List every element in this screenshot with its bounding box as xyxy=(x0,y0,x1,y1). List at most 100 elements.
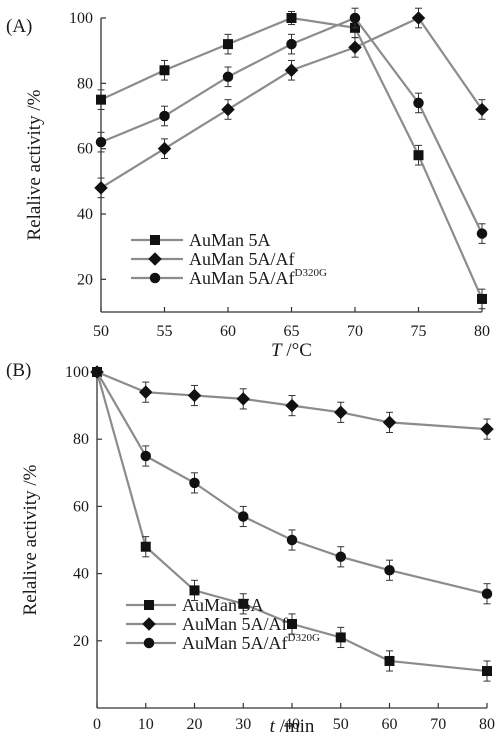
legend-entry-superscript: D320G xyxy=(288,632,320,644)
y-tick-label: 20 xyxy=(73,633,89,650)
y-tick-label: 20 xyxy=(77,271,93,288)
series-line xyxy=(95,371,488,673)
series-circle xyxy=(91,366,493,605)
x-axis-label: T /°C xyxy=(271,340,312,361)
data-point-square xyxy=(477,293,487,304)
series-square xyxy=(96,10,487,310)
data-point-diamond xyxy=(221,102,235,117)
x-axis-variable: T xyxy=(271,340,283,361)
data-point-diamond xyxy=(236,392,250,406)
data-point-circle xyxy=(286,534,298,546)
legend-marker-diamond xyxy=(148,252,162,266)
x-tick-label: 20 xyxy=(187,716,203,733)
data-point-circle xyxy=(335,551,346,563)
legend-entry-superscript: D320G xyxy=(295,267,327,279)
data-point-diamond xyxy=(285,398,299,413)
x-tick-label: 70 xyxy=(430,716,446,733)
legend-entry: AuMan 5A/Af xyxy=(182,614,288,634)
series-square xyxy=(92,367,492,682)
legend-entry-name: AuMan 5A/Af xyxy=(189,249,295,269)
x-tick-label: 80 xyxy=(474,323,490,340)
data-point-circle xyxy=(189,477,200,489)
x-axis-variable: t xyxy=(270,716,276,736)
data-point-square xyxy=(482,666,492,677)
data-point-square xyxy=(189,585,200,596)
data-point-circle xyxy=(349,12,361,24)
y-tick-label: 80 xyxy=(77,75,93,92)
panel-label: (A) xyxy=(6,16,32,37)
legend-entry: AuMan 5A/Af xyxy=(189,249,295,269)
x-tick-label: 80 xyxy=(479,716,495,733)
y-axis-label: Relalive activity /% xyxy=(20,464,41,615)
data-point-diamond xyxy=(284,63,299,78)
x-tick-label: 10 xyxy=(138,716,154,733)
legend-entry-name: AuMan 5A/Af xyxy=(189,268,295,288)
data-point-diamond xyxy=(334,405,348,420)
x-tick-label: 65 xyxy=(284,323,300,340)
data-point-diamond xyxy=(475,102,489,117)
legend-marker-circle xyxy=(143,637,155,649)
x-tick-label: 60 xyxy=(382,716,398,733)
data-point-diamond xyxy=(157,141,172,156)
legend-marker-diamond xyxy=(142,617,156,631)
series-line xyxy=(96,370,488,431)
legend-entry: AuMan 5A xyxy=(182,595,264,615)
data-point-square xyxy=(159,65,170,76)
x-tick-label: 40 xyxy=(284,716,300,733)
x-tick-label: 55 xyxy=(157,323,173,340)
x-axis-unit: /°C xyxy=(282,340,312,361)
y-tick-label: 40 xyxy=(73,566,89,583)
data-point-diamond xyxy=(187,388,202,403)
x-tick-label: 75 xyxy=(411,323,427,340)
data-point-circle xyxy=(481,588,493,600)
data-point-square xyxy=(287,619,297,629)
data-point-square xyxy=(335,632,346,643)
y-tick-label: 40 xyxy=(77,206,93,223)
y-tick-label: 100 xyxy=(65,364,89,381)
data-point-circle xyxy=(413,97,424,109)
data-point-circle xyxy=(476,228,488,239)
data-point-circle xyxy=(159,110,170,122)
x-tick-label: 60 xyxy=(220,323,236,340)
x-tick-label: 50 xyxy=(333,716,349,733)
x-tick-label: 50 xyxy=(93,323,109,340)
series-circle xyxy=(95,7,488,244)
data-point-circle xyxy=(286,38,297,50)
data-point-square xyxy=(140,541,151,552)
x-axis-label: t /min xyxy=(270,716,315,736)
series-diamond xyxy=(94,7,489,199)
data-point-diamond xyxy=(348,40,362,55)
panel-a-temperature-chart: 50 55 60 65 70 75 80 20 40 60 80 100 (A) T /°C Relaliv… xyxy=(6,7,490,361)
data-point-diamond xyxy=(94,181,108,195)
data-point-circle xyxy=(222,71,234,83)
panel-b-time-chart: 0 10 20 30 40 50 60 70 80 20 40 60 80 100 (B) t /min Rel… xyxy=(6,360,495,736)
data-point-circle xyxy=(140,450,151,462)
legend-entry-name: AuMan 5A xyxy=(182,595,264,615)
legend-entry-name: AuMan 5A/Af xyxy=(182,614,288,634)
legend-marker-square xyxy=(144,600,154,610)
series-line xyxy=(96,371,488,595)
panel-label: (B) xyxy=(6,360,31,381)
data-point-square xyxy=(384,655,395,666)
y-tick-label: 80 xyxy=(73,431,89,448)
data-point-diamond xyxy=(411,11,426,25)
data-point-square xyxy=(96,94,106,105)
legend-entry: AuMan 5A xyxy=(189,230,271,250)
legend-entry-name: AuMan 5A xyxy=(189,230,271,250)
data-point-circle xyxy=(238,511,249,522)
x-axis-unit: /min xyxy=(275,716,315,736)
data-point-circle xyxy=(91,366,103,378)
data-point-circle xyxy=(384,564,395,576)
y-tick-label: 100 xyxy=(69,10,93,27)
x-tick-label: 0 xyxy=(93,716,101,733)
legend-entry: AuMan 5A/AfD320G xyxy=(182,632,320,653)
data-point-diamond xyxy=(480,422,494,436)
legend-marker-circle xyxy=(149,272,161,284)
data-point-square xyxy=(286,13,297,23)
data-point-square xyxy=(223,39,233,50)
series-diamond xyxy=(90,365,494,440)
data-point-diamond xyxy=(382,415,397,430)
data-point-square xyxy=(238,598,249,609)
